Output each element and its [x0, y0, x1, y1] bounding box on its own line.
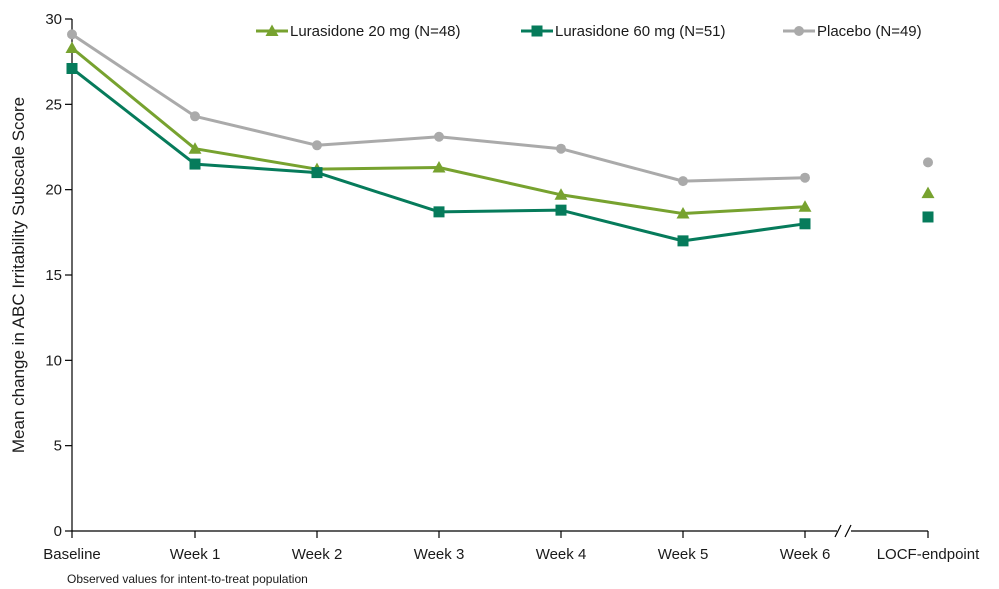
x-tick-label: Week 6	[780, 546, 831, 563]
axis-break-mark	[834, 524, 842, 538]
data-point	[189, 158, 201, 170]
x-tick-label: Baseline	[43, 546, 101, 563]
y-tick-label: 5	[54, 438, 62, 455]
legend-marker	[265, 24, 279, 36]
y-axis-title: Mean change in ABC Irritability Subscale…	[9, 97, 28, 453]
data-point	[311, 167, 323, 179]
data-point	[188, 142, 202, 154]
y-tick-label: 30	[45, 11, 62, 28]
y-tick-label: 20	[45, 182, 62, 199]
legend-marker	[794, 26, 804, 36]
data-point	[555, 204, 567, 216]
data-point	[676, 207, 690, 219]
data-point	[556, 143, 566, 154]
data-point	[677, 235, 689, 247]
y-tick-label: 0	[54, 523, 62, 540]
legend-marker	[531, 25, 543, 37]
y-tick-label: 10	[45, 352, 62, 369]
data-point	[432, 160, 446, 173]
data-point	[67, 29, 77, 40]
legend: Lurasidone 20 mg (N=48) Lurasidone 60 mg …	[256, 23, 922, 40]
data-point	[65, 41, 79, 54]
data-point	[554, 188, 568, 200]
axes: 0 5 10 15 20 25 30 Baseline Week 1 Week 2 Week 3 We…	[43, 11, 980, 563]
endpoint-point	[923, 157, 933, 168]
y-tick-label: 25	[45, 96, 62, 113]
x-tick-label: Week 5	[658, 546, 709, 563]
x-tick-label: Week 3	[414, 546, 465, 563]
x-tick-label: Week 1	[170, 546, 221, 563]
x-tick-label: Week 2	[292, 546, 343, 563]
data-point	[434, 131, 444, 142]
legend-label: Lurasidone 20 mg (N=48)	[290, 23, 461, 40]
legend-label: Lurasidone 60 mg (N=51)	[555, 23, 726, 40]
endpoint-point	[922, 211, 934, 223]
series-layer	[65, 29, 935, 247]
y-tick-label: 15	[45, 267, 62, 284]
data-point	[66, 62, 78, 74]
data-point	[190, 111, 200, 122]
data-point	[799, 218, 811, 230]
series-line	[71, 33, 806, 183]
axis-break-mark	[844, 524, 852, 538]
data-point	[678, 176, 688, 187]
x-tick-label: LOCF-endpoint	[877, 546, 980, 563]
series-line	[71, 46, 806, 216]
legend-label: Placebo (N=49)	[817, 23, 922, 40]
data-point	[798, 200, 812, 212]
footnote: Observed values for intent-to-treat popu…	[67, 572, 308, 586]
data-point	[800, 172, 810, 183]
data-point	[433, 206, 445, 218]
x-tick-label: Week 4	[536, 546, 587, 563]
endpoint-point	[921, 186, 935, 199]
data-point	[312, 140, 322, 151]
